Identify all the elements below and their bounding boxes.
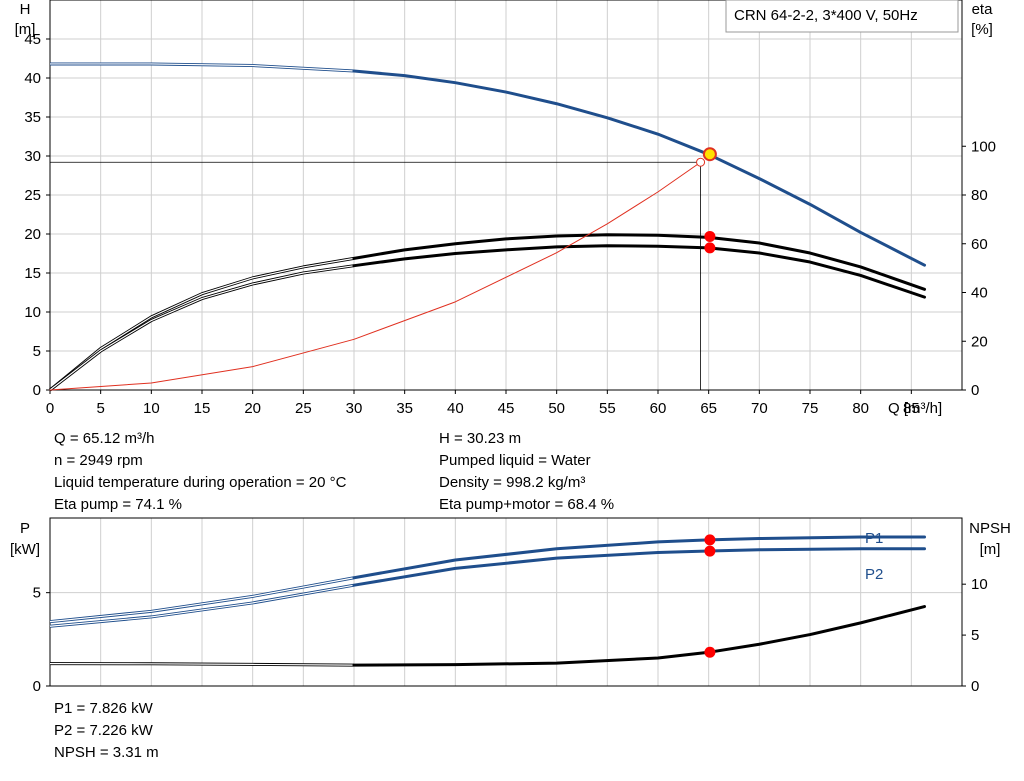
power-marker: [704, 646, 716, 658]
x-tick-label: 25: [295, 400, 312, 417]
x-tick-label: 45: [498, 400, 515, 417]
requested-duty-point: [696, 157, 706, 167]
y-right-tick-label: 60: [971, 236, 988, 253]
y-left-title-2: [kW]: [10, 541, 40, 558]
plot-frame: [49, 517, 963, 687]
x-tick-label: 70: [751, 400, 768, 417]
y-left-tick-label: 0: [33, 382, 41, 399]
series-3-line: [49, 161, 702, 391]
power-marker: [704, 545, 716, 557]
info-temperature: Liquid temperature during operation = 20…: [54, 474, 347, 491]
y-right-title-1: NPSH: [969, 520, 1011, 537]
y-left-tick-label: 10: [24, 304, 41, 321]
x-tick-label: 55: [599, 400, 616, 417]
series-1-line: [352, 547, 927, 587]
x-tick-label: 10: [143, 400, 160, 417]
x-tick-label: 50: [548, 400, 565, 417]
power-marker: [704, 534, 716, 546]
y-right-title-1: eta: [972, 1, 994, 18]
y-right-tick-label: 5: [971, 627, 979, 644]
series-1-ext-inner: [49, 257, 355, 391]
x-tick-label: 20: [244, 400, 261, 417]
info-p2: P2 = 7.226 kW: [54, 722, 153, 739]
markers: [50, 147, 717, 390]
y-left-tick-label: 20: [24, 226, 41, 243]
series-1-line: [352, 233, 927, 291]
y-right-tick-label: 0: [971, 382, 979, 399]
series: [49, 535, 927, 667]
series-2-line: [352, 605, 927, 667]
head-efficiency-chart: 0 5 10 15 20 25 30 35 40 45 50 55 60 65 70 75 80 85 0 5 10 15…: [15, 0, 996, 417]
x-tick-label: 85: [903, 400, 920, 417]
y-right-tick-label: 80: [971, 187, 988, 204]
y-left-tick-label: 15: [24, 265, 41, 282]
x-tick-label: 30: [346, 400, 363, 417]
x-tick-label: 60: [650, 400, 667, 417]
y-left-tick-label: 25: [24, 187, 41, 204]
y-left-title-1: P: [20, 520, 30, 537]
legend-box-text: CRN 64-2-2, 3*400 V, 50Hz: [734, 7, 918, 24]
info-p1: P1 = 7.826 kW: [54, 700, 153, 717]
y-right-tick-label: 20: [971, 333, 988, 350]
info-density: Density = 998.2 kg/m³: [439, 474, 586, 491]
series-label-p2: P2: [865, 566, 883, 583]
x-tick-label: 35: [396, 400, 413, 417]
grid: [50, 0, 962, 390]
y-left-tick-label: 5: [33, 343, 41, 360]
y-left-tick-label: 35: [24, 109, 41, 126]
series-0-ext-inner: [49, 577, 355, 623]
y-left-tick-label: 30: [24, 148, 41, 165]
x-tick-label: 5: [96, 400, 104, 417]
tick-labels: 0 5 0 5 10: [33, 576, 988, 695]
x-tick-label: 15: [194, 400, 211, 417]
info-q: Q = 65.12 m³/h: [54, 430, 155, 447]
legend-box: [725, 0, 959, 33]
series-2-ext-inner: [49, 265, 355, 391]
y-right-tick-label: 10: [971, 576, 988, 593]
series-0-line: [352, 535, 927, 580]
info-speed: n = 2949 rpm: [54, 452, 143, 469]
eta-marker: [704, 230, 716, 242]
y-left-tick-label: 40: [24, 70, 41, 87]
x-axis-title: Q [m³/h]: [888, 400, 942, 417]
y-left-title-1: H: [20, 1, 31, 18]
info-h: H = 30.23 m: [439, 430, 522, 447]
series-2-line: [352, 244, 927, 299]
info-left: Q = 65.12 m³/h n = 2949 rpm Liquid tempe…: [54, 428, 346, 516]
y-left-tick-label: 45: [24, 31, 41, 48]
series-0-ext-inner: [50, 63, 355, 72]
y-left-tick-label: 0: [33, 678, 41, 695]
y-right-tick-label: 100: [971, 138, 996, 155]
series-0-line: [352, 69, 927, 267]
info-liquid: Pumped liquid = Water: [439, 452, 591, 469]
info-right: H = 30.23 m Pumped liquid = Water Densit…: [439, 428, 614, 516]
info-eta-pump-motor: Eta pump+motor = 68.4 %: [439, 496, 615, 513]
operating-point: [702, 147, 717, 162]
y-left-tick-label: 5: [33, 585, 41, 602]
x-tick-label: 0: [46, 400, 54, 417]
info-npsh: NPSH = 3.31 m: [54, 744, 159, 761]
series: [49, 62, 927, 392]
eta-marker: [704, 242, 716, 254]
y-right-title-2: [m]: [980, 541, 1001, 558]
info-eta-pump: Eta pump = 74.1 %: [54, 496, 182, 513]
series-label-p1: P1: [865, 530, 883, 547]
grid: [50, 518, 962, 686]
x-tick-label: 65: [700, 400, 717, 417]
info-bottom: P1 = 7.826 kW P2 = 7.226 kW NPSH = 3.31 …: [54, 698, 159, 764]
x-tick-label: 40: [447, 400, 464, 417]
series-1-ext-inner: [49, 584, 355, 627]
y-right-title-2: [%]: [971, 21, 993, 38]
tick-labels: 0 5 10 15 20 25 30 35 40 45 50 55 60 65 70 75 80 85 0 5 10 15…: [24, 31, 996, 417]
y-right-tick-label: 40: [971, 285, 988, 302]
markers: [704, 534, 716, 658]
y-right-tick-label: 0: [971, 678, 979, 695]
y-left-title-2: [m]: [15, 21, 36, 38]
x-tick-label: 75: [802, 400, 819, 417]
x-tick-label: 80: [852, 400, 869, 417]
series-2-ext-inner: [49, 663, 355, 666]
power-npsh-chart: 0 5 0 5 10 P [kW] NPSH [m] P1 P2: [10, 517, 1011, 695]
